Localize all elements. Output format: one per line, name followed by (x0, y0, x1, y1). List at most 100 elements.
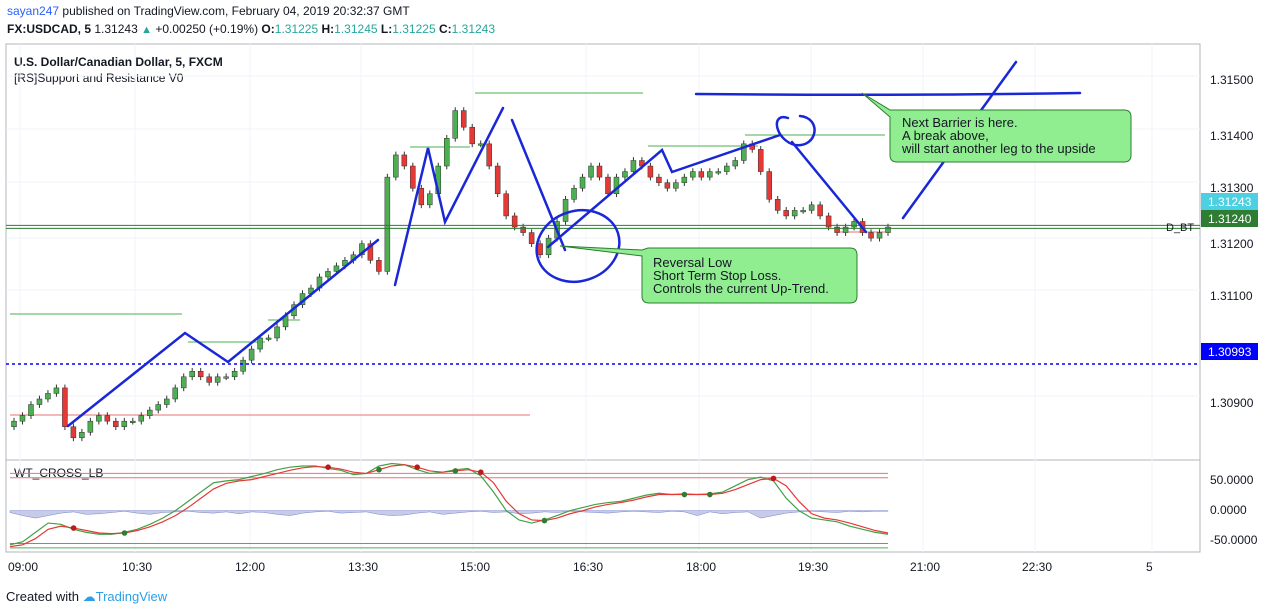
cross-dot (478, 469, 484, 475)
x-tick-label: 5 (1146, 560, 1153, 574)
candle-body (707, 171, 713, 178)
candle-body (274, 326, 280, 339)
low-label: L: (380, 22, 393, 36)
x-tick-label: 16:30 (573, 560, 603, 574)
candle-body (562, 199, 569, 222)
candle-body (571, 187, 577, 200)
wt1-line (9, 462, 889, 546)
candle-body (163, 398, 170, 405)
candle-body (757, 149, 764, 172)
candle-body (817, 204, 823, 217)
last-price-badge (1201, 193, 1258, 210)
candle-body (223, 376, 229, 379)
candle-body (656, 176, 662, 183)
tradingview-brand[interactable]: TradingView (95, 589, 168, 604)
y-tick-label: 1.30900 (1210, 396, 1254, 410)
x-tick-label: 12:00 (235, 560, 265, 574)
close-label: C: (438, 22, 452, 36)
candle-body (774, 199, 781, 211)
candle-body (79, 432, 85, 439)
candle-body (477, 143, 484, 146)
dotted-price-badge (1201, 343, 1258, 360)
candle-body (96, 415, 102, 422)
candle-body (715, 171, 722, 174)
y-tick-label: 1.31200 (1210, 237, 1254, 251)
uptrend-line-1 (66, 238, 380, 428)
candle-body (537, 243, 543, 256)
candle-body (486, 143, 492, 167)
wt2-line (9, 464, 889, 548)
candle-body (53, 387, 60, 394)
candle-body (842, 226, 849, 233)
candle-body (180, 376, 187, 389)
candle-body (511, 215, 518, 228)
time-axis[interactable]: 09:00 10:30 12:00 13:30 15:00 16:30 18:0… (8, 560, 1153, 574)
candle-body (460, 110, 467, 128)
candle-body (528, 232, 535, 244)
candle-body (138, 415, 145, 422)
candle-body (418, 187, 425, 206)
dbt-label: D_BT (1166, 222, 1194, 234)
candle-body (248, 348, 255, 361)
author-name[interactable]: sayan247 (7, 4, 60, 18)
tradingview-logo-icon[interactable]: ☁ (82, 589, 96, 604)
oscillator-layer (9, 462, 889, 549)
candle-body (885, 226, 891, 233)
candle-body (732, 160, 739, 167)
published-text: published on TradingView.com, February 0… (62, 4, 410, 18)
uptrend-line-2 (393, 106, 505, 287)
candle-body (231, 371, 238, 378)
symbol-name: FX:USDCAD, 5 (7, 22, 92, 36)
candle-body (834, 226, 840, 233)
candle-body (520, 226, 526, 233)
support-resistance-layer (10, 92, 885, 416)
osc-tick-label: -50.0000 (1210, 533, 1258, 547)
barrier-note-line-1: Next Barrier is here. (902, 115, 1018, 130)
barrier-line (694, 91, 1082, 97)
reversal-circle (535, 209, 621, 283)
candle-body (876, 232, 883, 239)
candle-body (766, 171, 772, 200)
cross-dot (414, 464, 420, 471)
instrument-title: U.S. Dollar/Canadian Dollar, 5, FXCM (14, 55, 223, 69)
last-price: 1.31243 (94, 22, 138, 36)
line-price-badge (1201, 210, 1258, 227)
cross-dot (770, 475, 777, 482)
candle-body (384, 176, 391, 272)
candle-body (121, 420, 128, 427)
candle-body (45, 393, 51, 400)
candle-body (206, 376, 212, 383)
candle-body (189, 371, 195, 378)
osc-tick-label: 50.0000 (1210, 473, 1254, 487)
candle-body (367, 243, 374, 261)
y-tick-label: 1.31100 (1210, 289, 1253, 303)
candle-body (503, 193, 509, 217)
candle-body (698, 171, 705, 178)
candle-body (630, 160, 637, 172)
x-tick-label: 10:30 (122, 560, 152, 574)
candle-body (36, 398, 43, 405)
candle-body (130, 420, 136, 423)
last-price-badge-text: 1.31243 (1208, 195, 1252, 209)
trend-drawings[interactable] (66, 60, 1082, 428)
close-value: 1.31243 (451, 22, 496, 36)
candle-body (427, 193, 433, 206)
cross-dot (376, 466, 382, 473)
publish-info: sayan247 published on TradingView.com, F… (7, 4, 410, 18)
price-change: +0.00250 (+0.19%) (155, 22, 259, 36)
candle-body (113, 420, 119, 427)
price-axis[interactable]: 1.31500 1.31400 1.31300 1.31200 1.31100 … (1201, 73, 1258, 547)
x-tick-label: 18:00 (686, 560, 716, 574)
candle-body (579, 176, 586, 189)
cross-dot (325, 464, 331, 471)
candle-body (155, 404, 162, 411)
candle-body (70, 426, 77, 439)
symbol-info: FX:USDCAD, 5 1.31243 ▲ +0.00250 (+0.19%)… (7, 22, 495, 36)
candle-body (410, 165, 416, 189)
high-value: 1.31245 (334, 22, 378, 36)
cross-dot (681, 491, 688, 498)
candle-body (605, 176, 611, 195)
candle-body (588, 165, 594, 178)
candle-body (664, 182, 671, 189)
